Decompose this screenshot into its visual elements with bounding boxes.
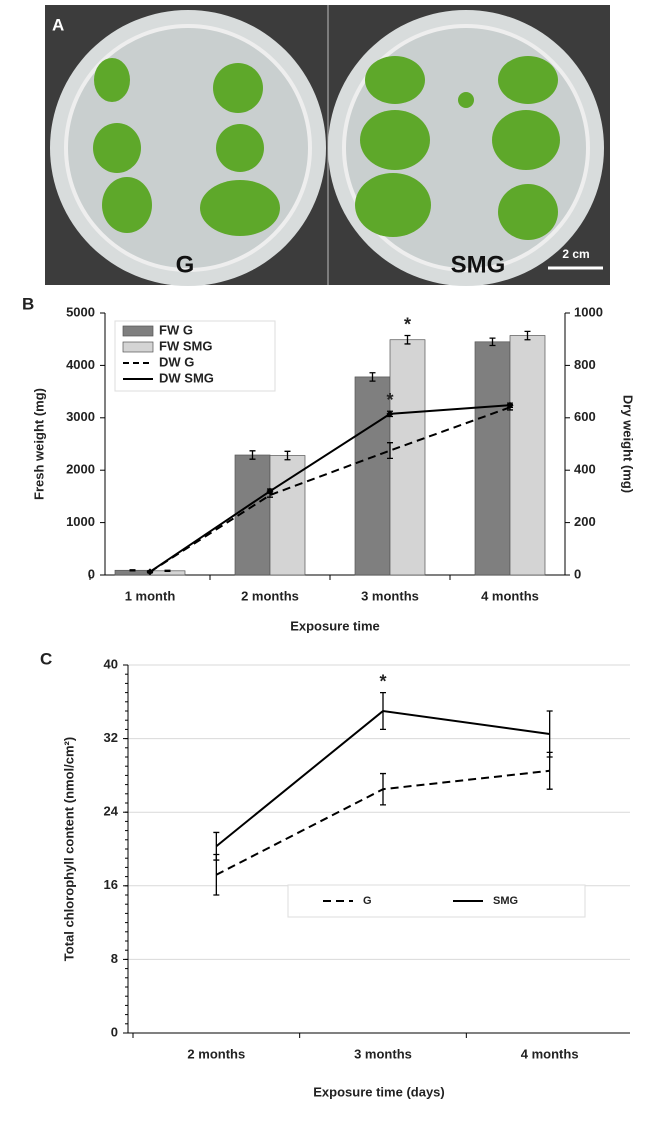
photo-label: SMG	[451, 251, 506, 278]
panel-label: C	[40, 649, 52, 668]
y-tick-label: 4000	[66, 357, 95, 372]
error-bar	[387, 442, 393, 460]
error-bar	[380, 691, 386, 731]
legend-swatch	[122, 341, 154, 353]
legend-label: FW SMG	[159, 338, 212, 353]
x-tick-label: 3 months	[354, 1046, 412, 1061]
y-tick-label: 1000	[66, 514, 95, 529]
bar	[474, 341, 511, 576]
y-tick-label: 0	[88, 566, 95, 581]
y2-axis-label: Dry weight (mg)	[621, 395, 636, 493]
bar	[509, 335, 546, 576]
x-tick-label: 4 months	[481, 588, 539, 603]
error-bar	[387, 410, 393, 418]
x-tick-label: 3 months	[361, 588, 419, 603]
legend-label: FW G	[159, 322, 193, 337]
annotation: *	[386, 390, 393, 410]
moss	[93, 56, 560, 240]
legend-box	[287, 884, 586, 918]
panel-label: A	[52, 15, 64, 34]
y2-tick-label: 600	[574, 409, 596, 424]
y-tick-label: 16	[104, 877, 118, 892]
scale-bar-label: 2 cm	[562, 247, 589, 261]
error-bar	[404, 334, 411, 345]
legend-label: DW G	[159, 354, 194, 369]
y-tick-label: 3000	[66, 409, 95, 424]
annotation: *	[379, 671, 386, 691]
error-bar	[213, 831, 220, 861]
x-tick-label: 1 month	[125, 588, 176, 603]
x-axis-label: Exposure time	[290, 618, 380, 633]
y-tick-label: 0	[111, 1024, 118, 1039]
panel-label: B	[22, 294, 34, 313]
error-bar	[147, 570, 153, 574]
y2-tick-label: 0	[574, 566, 581, 581]
bar	[389, 339, 426, 576]
bar	[354, 376, 391, 576]
y-axis-label: Total chlorophyll content (nmol/cm²)	[61, 737, 76, 961]
y2-tick-label: 800	[574, 357, 596, 372]
line	[149, 406, 511, 573]
annotation: *	[404, 314, 411, 334]
y-tick-label: 2000	[66, 462, 95, 477]
y-tick-label: 5000	[66, 304, 95, 319]
error-bar	[489, 337, 496, 347]
error-bar	[129, 569, 136, 572]
y2-tick-label: 1000	[574, 304, 603, 319]
bar	[269, 455, 306, 576]
y2-tick-label: 200	[574, 514, 596, 529]
error-bar	[249, 450, 256, 460]
y-tick-label: 32	[104, 730, 118, 745]
error-bar	[284, 450, 291, 461]
legend: G SMG	[287, 884, 586, 918]
error-bar	[369, 372, 376, 382]
legend-swatch	[122, 325, 154, 337]
y2-tick-label: 400	[574, 462, 596, 477]
x-tick-label: 4 months	[521, 1046, 579, 1061]
y-tick-label: 40	[104, 656, 118, 671]
error-bar	[267, 488, 273, 494]
legend-label: G	[363, 895, 372, 907]
error-bar	[524, 330, 531, 341]
y-axis-label: Fresh weight (mg)	[31, 388, 46, 500]
photo: A G SMG 2 cm	[45, 5, 610, 286]
legend-label: DW SMG	[159, 370, 214, 385]
y-tick-label: 8	[111, 951, 118, 966]
x-tick-label: 2 months	[187, 1046, 245, 1061]
error-bar	[507, 402, 513, 408]
x-tick-label: 2 months	[241, 588, 299, 603]
error-bar	[546, 710, 553, 758]
error-bar	[380, 772, 386, 806]
x-axis-label: Exposure time (days)	[313, 1084, 445, 1099]
legend-label: SMG	[493, 895, 518, 907]
y-tick-label: 24	[104, 804, 119, 819]
error-bar	[164, 569, 171, 572]
photo-label: G	[176, 251, 195, 278]
line	[149, 404, 511, 573]
